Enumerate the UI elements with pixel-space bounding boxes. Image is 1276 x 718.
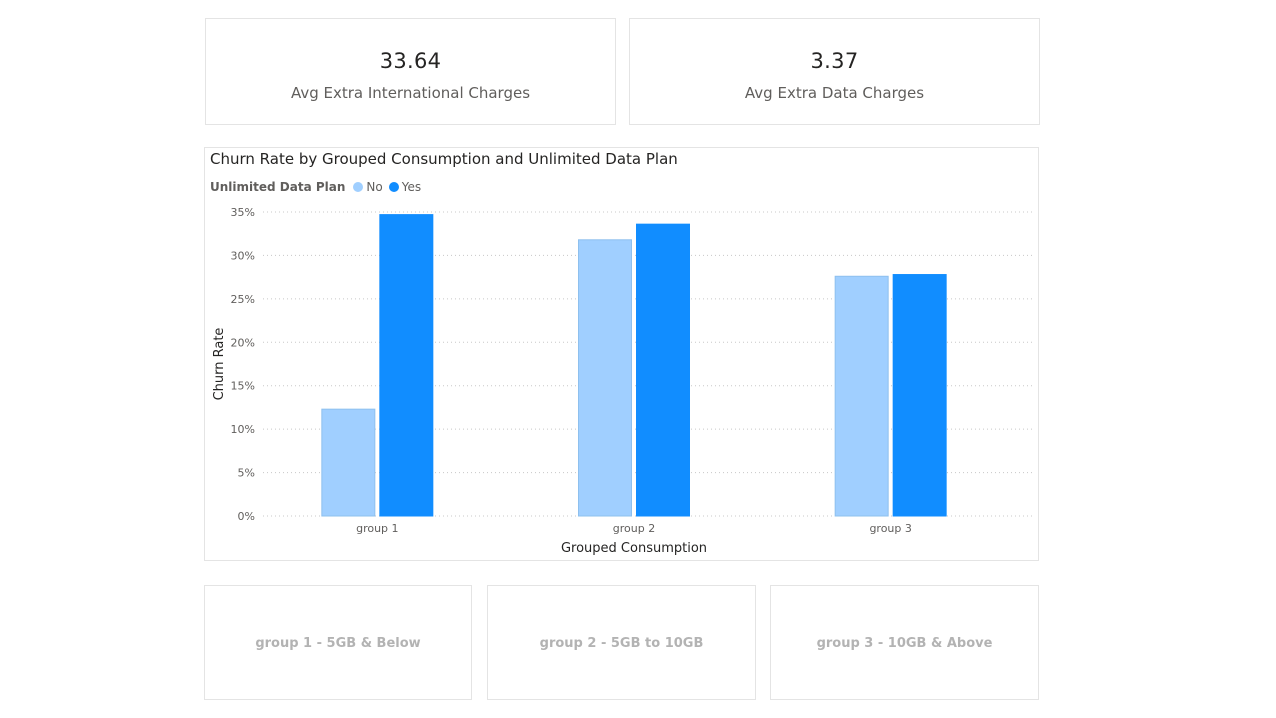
y-tick-label: 5% bbox=[238, 467, 255, 480]
slicer-label: group 3 - 10GB & Above bbox=[816, 636, 993, 651]
slicer-group-3[interactable]: group 3 - 10GB & Above bbox=[770, 585, 1039, 700]
x-axis-title: Grouped Consumption bbox=[561, 541, 707, 556]
bar-yes bbox=[636, 223, 690, 517]
bar-yes bbox=[892, 274, 947, 517]
bar-yes bbox=[379, 214, 434, 517]
chart-title: Churn Rate by Grouped Consumption and Un… bbox=[210, 150, 678, 168]
slicer-group-1[interactable]: group 1 - 5GB & Below bbox=[204, 585, 472, 700]
legend-item-no[interactable]: No bbox=[353, 180, 383, 194]
bar-no bbox=[578, 239, 632, 517]
x-tick-label: group 3 bbox=[869, 522, 911, 535]
y-tick-label: 0% bbox=[238, 510, 255, 523]
y-tick-label: 15% bbox=[231, 380, 255, 393]
y-tick-label: 20% bbox=[231, 336, 255, 349]
kpi-label: Avg Extra Data Charges bbox=[744, 84, 925, 102]
x-tick-label: group 1 bbox=[356, 522, 398, 535]
legend-dot-yes bbox=[388, 182, 399, 192]
kpi-card-data-charges[interactable]: 3.37 Avg Extra Data Charges bbox=[629, 18, 1040, 125]
y-tick-label: 30% bbox=[231, 249, 255, 262]
kpi-value: 33.64 bbox=[379, 49, 442, 73]
y-tick-label: 10% bbox=[231, 423, 255, 436]
legend-item-yes[interactable]: Yes bbox=[388, 180, 422, 194]
legend-label-no: No bbox=[366, 180, 383, 194]
kpi-label: Avg Extra International Charges bbox=[290, 84, 531, 102]
churn-chart-card[interactable]: Churn Rate by Grouped Consumption and Un… bbox=[204, 147, 1039, 561]
y-axis-title: Churn Rate bbox=[212, 328, 227, 401]
x-tick-label: group 2 bbox=[613, 522, 655, 535]
legend-label-yes: Yes bbox=[401, 180, 422, 194]
kpi-card-intl-charges[interactable]: 33.64 Avg Extra International Charges bbox=[205, 18, 616, 125]
churn-bar-chart: 0% 5% 10% 15% 20% 25% 30% 35% group 1 group 2 grou… bbox=[212, 206, 1033, 556]
slicer-label: group 1 - 5GB & Below bbox=[255, 636, 421, 651]
legend-dot-no bbox=[353, 182, 364, 192]
y-tick-label: 35% bbox=[231, 206, 255, 219]
chart-legend: Unlimited Data Plan No Yes bbox=[210, 180, 427, 194]
y-tick-label: 25% bbox=[231, 293, 255, 306]
slicer-group-2[interactable]: group 2 - 5GB to 10GB bbox=[487, 585, 756, 700]
slicer-label: group 2 - 5GB to 10GB bbox=[539, 636, 704, 651]
legend-title: Unlimited Data Plan bbox=[210, 180, 346, 194]
bar-no bbox=[321, 408, 376, 517]
bar-no bbox=[834, 275, 889, 517]
kpi-value: 3.37 bbox=[810, 49, 859, 73]
